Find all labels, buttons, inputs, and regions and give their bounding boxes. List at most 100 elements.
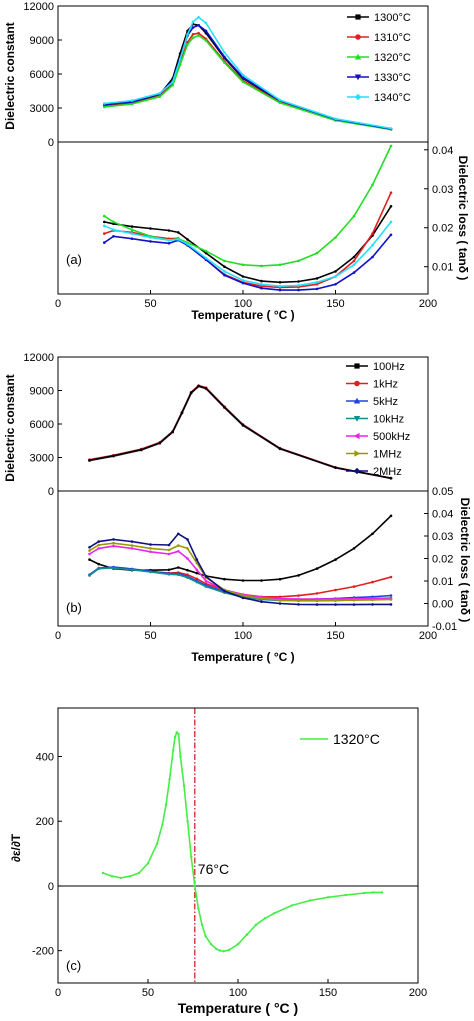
panel-a-bottom-1340-line — [103, 221, 392, 288]
panel-a-bottom-1320-point — [204, 249, 208, 253]
panel-c-series-point — [168, 778, 171, 781]
panel-b-top-plot — [88, 384, 393, 480]
panel-b-bottom-1kHz-point — [389, 575, 393, 579]
panel-a-top-1330-point — [223, 55, 226, 59]
panel-b-bottom-500kHz-point — [112, 544, 115, 548]
panel-a-top-1340-point — [223, 51, 226, 54]
panel-a-top-1320-point — [278, 101, 282, 105]
panel-a-top-1340-point — [334, 117, 337, 121]
panel-c-label: (c) — [66, 958, 81, 973]
panel-b-bottom-1MHz-point — [315, 599, 319, 603]
panel-b-bottom-2MHz-point — [371, 603, 374, 606]
panel-a-legend-label: 1320°C — [374, 52, 411, 64]
panel-a-top-1320-point — [197, 34, 200, 37]
panel-a-bottom-1330-point — [130, 237, 134, 240]
panel-b-bottom-y-tick-label: 0.04 — [432, 509, 453, 521]
panel-a-top-1340-point — [178, 58, 182, 61]
panel-b-bottom-10kHz-point — [204, 585, 208, 588]
panel-a-bottom-1320-line — [103, 145, 392, 267]
panel-a-bottom-1330-point — [278, 288, 282, 292]
panel-a-bottom-1330-point — [223, 274, 226, 277]
panel-a-bottom-1340-point — [186, 242, 189, 246]
panel-a-top-1340-point — [191, 20, 195, 24]
panel-a-top-y-tick-label: 6000 — [30, 69, 54, 81]
panel-b-bottom-500kHz-point — [88, 552, 91, 556]
panel-a-top-y-tick-label: 9000 — [30, 35, 54, 47]
panel-a-bottom-1300-point — [352, 255, 356, 259]
panel-b-bottom-plot — [88, 514, 393, 606]
panel-b-x-tick-label: 150 — [326, 630, 344, 642]
panel-a-bottom-1330-point — [103, 241, 106, 244]
panel-a-bottom-1300-point — [278, 281, 282, 284]
panel-a-top-y-tick-label: 3000 — [30, 103, 54, 115]
panel-b-bottom-1kHz-point — [315, 592, 319, 595]
panel-a-x-tick-label: 200 — [419, 298, 437, 310]
panel-b-bottom-10kHz-point — [97, 567, 100, 570]
panel-a-bottom-1310-point — [371, 232, 374, 235]
panel-b-bottom-1MHz-point — [371, 598, 374, 602]
panel-b-legend-marker — [354, 363, 360, 369]
panel-b-bottom-500kHz-point — [97, 547, 100, 550]
panel-b-bottom-100Hz-point — [315, 567, 319, 570]
panel-b-bottom-2MHz-point — [223, 589, 226, 593]
panel-a-top-1320-point — [204, 39, 208, 42]
panel-a-bottom-1340-point — [103, 224, 106, 228]
panel-c-series-point — [245, 933, 249, 936]
panel-c-series-point — [164, 803, 168, 807]
panel-b-bottom-ylabel: Dielectric loss ( tanδ ) — [458, 498, 472, 623]
panel-b-bottom-y-tick-label: 0.05 — [432, 486, 453, 498]
panel-c-series-point — [172, 748, 175, 752]
panel-c-x-tick-label: 50 — [142, 987, 154, 999]
panel-b-bottom-1MHz-point — [97, 543, 100, 547]
panel-b-bottom-1MHz-point — [389, 598, 393, 601]
panel-a-bottom-1300-point — [112, 222, 115, 226]
panel-b-legend-marker — [353, 432, 360, 440]
panel-b-bottom-1kHz-line — [89, 566, 392, 598]
panel-a-bottom-1300-point — [241, 275, 245, 278]
panel-b-label: (b) — [66, 600, 82, 615]
panel-c-series-point — [254, 923, 258, 926]
panel-a-bottom-1340-point — [112, 228, 115, 231]
panel-a-top-1320-point — [158, 95, 162, 98]
panel-a-top-1310-point — [191, 33, 195, 36]
panel-c-series-point — [182, 784, 186, 787]
panel-b-top-100Hz-point — [88, 459, 91, 462]
panel-a-bottom-frame — [57, 141, 429, 295]
panel-c-series-point — [209, 943, 213, 946]
panel-c-plot — [101, 731, 384, 953]
panel-c-series-point — [236, 943, 240, 946]
panel-b-bottom-2MHz-point — [112, 538, 115, 541]
panel-b-top-1MHz-line — [89, 385, 392, 480]
panel-c-series-point — [179, 755, 182, 758]
panel-a-bottom-1310-point — [352, 259, 356, 263]
panel-b-bottom-y-tick-label: 0.03 — [432, 531, 453, 543]
panel-b-top-y-tick-label: 9000 — [30, 386, 54, 398]
panel-c-x-tick-label: 100 — [229, 987, 247, 999]
panel-c-annotation: 76°C — [198, 861, 229, 877]
panel-b-bottom-500kHz-point — [186, 557, 189, 560]
panel-b-bottom-100Hz-point — [297, 574, 300, 577]
panel-c-series-point — [197, 907, 200, 910]
panel-b-bottom-2MHz-point — [315, 603, 319, 606]
panel-c-series-point — [344, 893, 348, 897]
panel-c-series-point — [137, 871, 141, 875]
panel-b-bottom-10kHz-point — [112, 566, 115, 570]
panel-b-bottom-10kHz-point — [130, 568, 134, 572]
panel-a-bottom-1320-point — [112, 220, 115, 224]
panel-a-legend-label: 1330°C — [374, 72, 411, 84]
panel-c-y-tick-label: 200 — [36, 816, 54, 828]
panel-a-bottom-1300-point — [260, 279, 263, 283]
panel-a-top-1330-point — [191, 26, 195, 29]
panel-a-bottom-1330-point — [297, 288, 300, 292]
panel-a-bottom-1310-point — [260, 284, 263, 288]
panel-a-bottom-1300-point — [177, 231, 180, 234]
panel-b-bottom-1MHz-point — [177, 544, 180, 547]
panel-a-bottom-1320-point — [352, 214, 356, 218]
panel-b-legend-marker — [353, 467, 361, 475]
panel-a-legend-marker — [355, 34, 361, 40]
panel-a-top-1320-point — [223, 61, 226, 64]
panel-b-bottom-2MHz-point — [297, 603, 300, 606]
panel-a-top-1340-line — [104, 16, 392, 130]
panel-c-series-point — [173, 735, 177, 739]
panel-b-bottom-100Hz-point — [186, 568, 189, 572]
